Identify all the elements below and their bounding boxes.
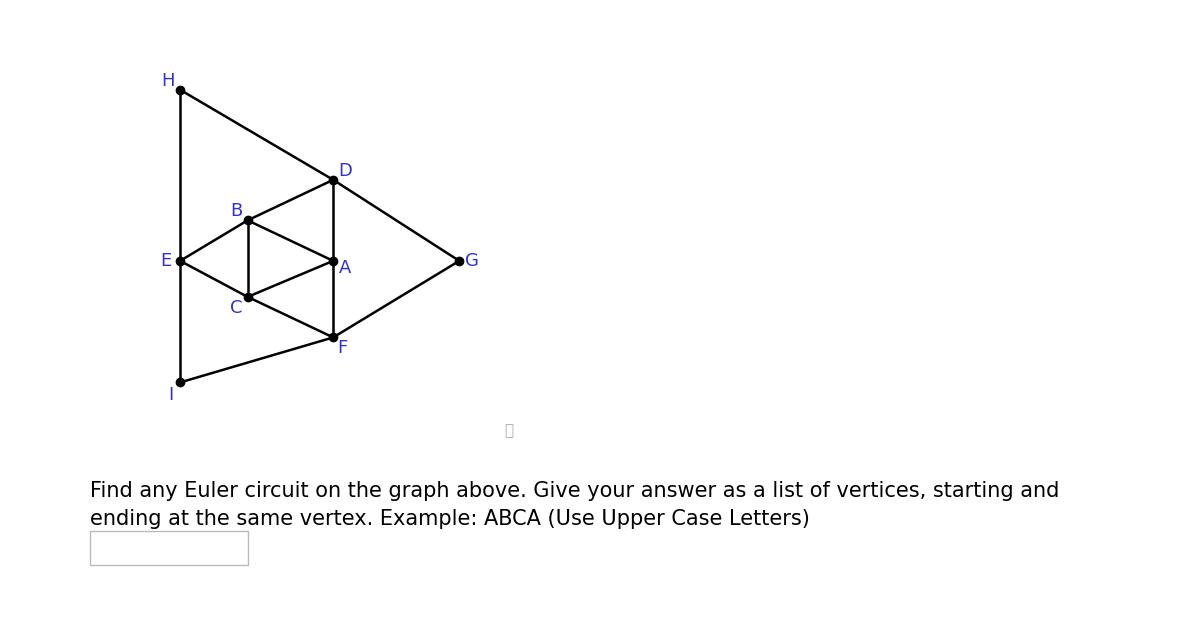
Text: I: I: [168, 386, 174, 404]
Text: D: D: [338, 162, 352, 180]
FancyBboxPatch shape: [90, 531, 247, 565]
Text: 🔍: 🔍: [504, 423, 514, 438]
Text: H: H: [162, 72, 175, 90]
Text: E: E: [160, 252, 172, 270]
Text: A: A: [338, 259, 352, 277]
Text: B: B: [230, 202, 242, 220]
Text: C: C: [229, 299, 242, 317]
Text: G: G: [464, 252, 479, 270]
Text: Find any Euler circuit on the graph above. Give your answer as a list of vertice: Find any Euler circuit on the graph abov…: [90, 482, 1060, 502]
Text: F: F: [337, 339, 347, 357]
Text: ending at the same vertex. Example: ABCA (Use Upper Case Letters): ending at the same vertex. Example: ABCA…: [90, 509, 810, 529]
